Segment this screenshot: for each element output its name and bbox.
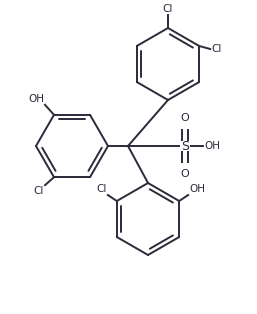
Text: Cl: Cl <box>163 4 173 14</box>
Text: Cl: Cl <box>96 184 107 194</box>
Text: S: S <box>181 139 189 153</box>
Text: Cl: Cl <box>34 186 44 196</box>
Text: O: O <box>181 113 189 123</box>
Text: OH: OH <box>189 184 205 194</box>
Text: OH: OH <box>204 141 220 151</box>
Text: Cl: Cl <box>211 44 222 54</box>
Text: O: O <box>181 169 189 179</box>
Text: OH: OH <box>28 94 44 104</box>
